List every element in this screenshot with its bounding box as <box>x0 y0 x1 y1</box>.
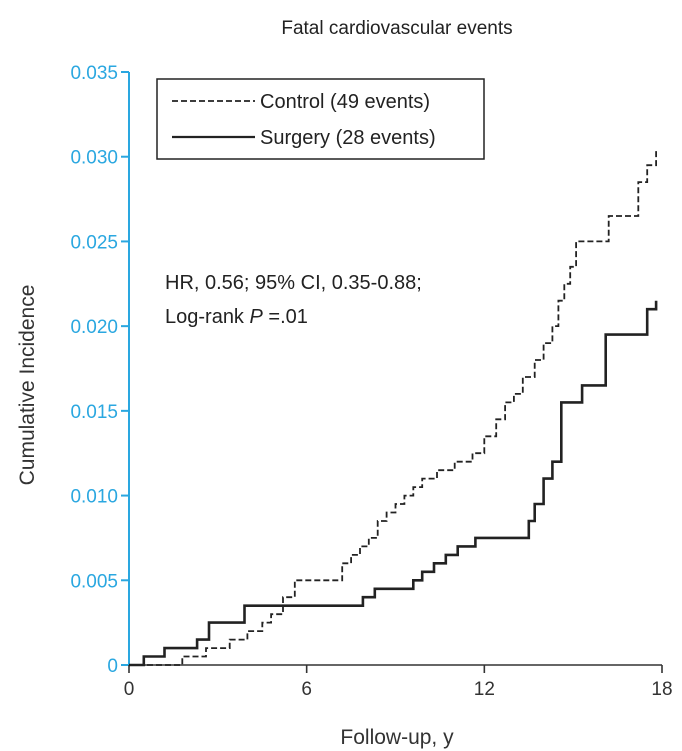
x-tick-label: 0 <box>124 679 135 700</box>
annotation-hr-line: HR, 0.56; 95% CI, 0.35-0.88; <box>165 272 422 294</box>
series-surgery-line <box>129 300 658 667</box>
y-tick-label: 0.020 <box>70 317 118 338</box>
y-tick-label: 0 <box>107 656 118 677</box>
annotation-logrank-line: Log-rank P =.01 <box>165 306 308 328</box>
y-tick-label: 0.025 <box>70 232 118 253</box>
y-tick-label: 0.030 <box>70 148 118 169</box>
legend-surgery-label: Surgery (28 events) <box>260 127 436 149</box>
legend-box <box>156 78 485 160</box>
x-axis-label: Follow-up, y <box>340 726 454 749</box>
y-axis-label: Cumulative Incidence <box>16 285 39 486</box>
annotation-logrank-prefix: Log-rank <box>165 306 250 328</box>
y-tick-label: 0.015 <box>70 402 118 423</box>
legend: Control (49 events) Surgery (28 events) <box>156 78 485 160</box>
legend-control-label: Control (49 events) <box>260 91 430 113</box>
annotation-p-value: =.01 <box>263 306 308 328</box>
y-tick-label: 0.035 <box>70 63 118 84</box>
series-group <box>129 148 658 667</box>
chart-title: Fatal cardiovascular events <box>281 18 512 39</box>
y-tick-label: 0.010 <box>70 487 118 508</box>
x-tick-label: 6 <box>301 679 312 700</box>
y-axis: 0 0.005 0.010 0.015 0.020 0.025 0.030 0.035 <box>70 63 130 677</box>
statistics-annotation: HR, 0.56; 95% CI, 0.35-0.88; Log-rank P … <box>165 272 422 328</box>
y-tick-label: 0.005 <box>70 571 118 592</box>
annotation-p-symbol: P <box>250 306 264 328</box>
series-control-line <box>129 148 657 666</box>
x-axis: 0 6 12 18 <box>124 664 673 700</box>
x-tick-label: 12 <box>474 679 495 700</box>
x-tick-label: 18 <box>651 679 672 700</box>
